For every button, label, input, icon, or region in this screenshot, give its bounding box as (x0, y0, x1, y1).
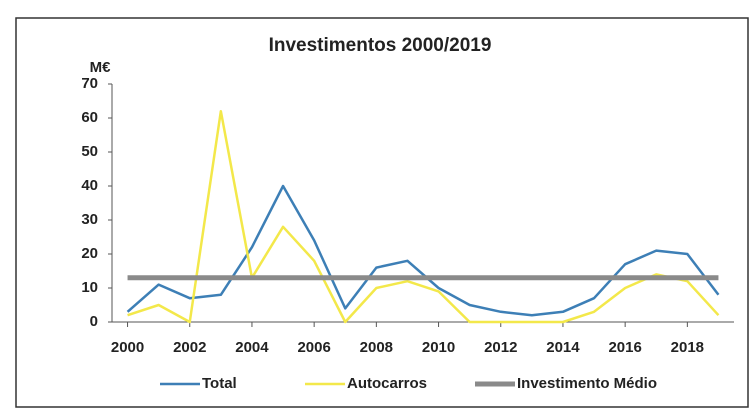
chart-frame (15, 17, 749, 408)
y-tick-label: 60 (81, 109, 98, 126)
y-tick-label: 10 (81, 279, 98, 296)
y-tick-label: 70 (81, 75, 98, 92)
x-tick-label: 2008 (360, 339, 393, 356)
x-tick-label: 2018 (671, 339, 704, 356)
x-tick-label: 2014 (546, 339, 580, 356)
y-tick-label: 40 (81, 177, 98, 194)
series-line (126, 184, 720, 317)
x-tick-label: 2016 (608, 339, 641, 356)
x-tick-label: 2010 (422, 339, 455, 356)
x-tick-label: 2004 (235, 339, 269, 356)
x-tick-label: 2006 (297, 339, 330, 356)
x-tick-label: 2012 (484, 339, 517, 356)
y-tick-label: 30 (81, 211, 98, 228)
y-tick-label: 50 (81, 143, 98, 160)
y-axis-label: M€ (90, 59, 111, 76)
y-tick-label: 0 (90, 313, 98, 330)
legend-label: Autocarros (347, 375, 427, 392)
x-tick-label: 2002 (173, 339, 206, 356)
legend-label: Investimento Médio (517, 375, 657, 392)
chart-title: Investimentos 2000/2019 (269, 35, 492, 56)
legend-label: Total (202, 375, 237, 392)
y-tick-label: 20 (81, 245, 98, 262)
x-tick-label: 2000 (111, 339, 144, 356)
series-line (127, 109, 720, 324)
